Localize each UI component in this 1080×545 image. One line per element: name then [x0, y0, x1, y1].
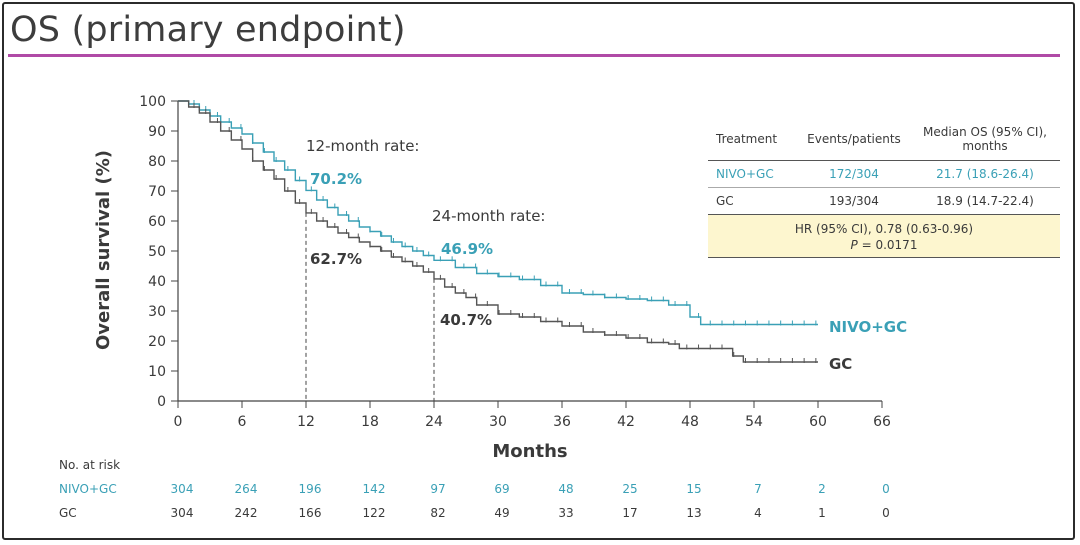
- p-label: P: [850, 238, 858, 252]
- x-tick-label: 6: [238, 414, 247, 430]
- table-row: GC 193/304 18.9 (14.7-22.4): [708, 188, 1060, 215]
- p-value-line: P = 0.0171: [708, 237, 1060, 253]
- cell-median-os: 21.7 (18.6-26.4): [936, 167, 1034, 181]
- risk-cell: 17: [622, 506, 638, 520]
- km-curve-nivo: [178, 100, 818, 326]
- risk-cell: 82: [430, 506, 446, 520]
- series-label-gc: GC: [829, 355, 852, 373]
- y-tick-label: 20: [148, 334, 166, 350]
- risk-cell: 1: [818, 506, 826, 520]
- y-tick-label: 60: [148, 214, 166, 230]
- risk-cell: 0: [882, 506, 890, 520]
- risk-cell: 48: [558, 482, 574, 496]
- x-tick-label: 42: [617, 414, 635, 430]
- x-tick-label: 36: [553, 414, 571, 430]
- x-axis-title: Months: [492, 441, 567, 462]
- risk-cell: 4: [754, 506, 762, 520]
- y-tick-label: 80: [148, 154, 166, 170]
- y-tick-label: 40: [148, 274, 166, 290]
- y-tick-label: 10: [148, 364, 166, 380]
- annotation-12m-gc: 62.7%: [310, 250, 362, 268]
- annotation-24m-nivo: 46.9%: [441, 240, 493, 258]
- risk-cell: 49: [494, 506, 510, 520]
- y-tick-label: 50: [148, 244, 166, 260]
- x-tick-label: 18: [361, 414, 379, 430]
- results-table: Treatment Events/patients Median OS (95%…: [708, 118, 1060, 258]
- x-tick-label: 0: [174, 414, 183, 430]
- header-median-os: Median OS (95% CI), months: [923, 125, 1047, 153]
- risk-cell: 142: [362, 482, 386, 496]
- table-row: NIVO+GC 172/304 21.7 (18.6-26.4): [708, 161, 1060, 188]
- risk-cell: 25: [622, 482, 638, 496]
- risk-cell: 264: [234, 482, 258, 496]
- x-tick-label: 30: [489, 414, 507, 430]
- x-tick-label: 60: [809, 414, 827, 430]
- x-tick-label: 24: [425, 414, 443, 430]
- x-tick-label: 54: [745, 414, 763, 430]
- y-tick-label: 30: [148, 304, 166, 320]
- cell-treatment: GC: [716, 194, 734, 208]
- risk-cell: 304: [170, 506, 194, 520]
- page-title: OS (primary endpoint): [10, 10, 406, 50]
- risk-label-nivo: NIVO+GC: [59, 482, 117, 496]
- risk-cell: 166: [298, 506, 322, 520]
- table-header-row: Treatment Events/patients Median OS (95%…: [708, 118, 1060, 161]
- cell-treatment: NIVO+GC: [716, 167, 774, 181]
- series-label-nivo: NIVO+GC: [829, 318, 907, 336]
- risk-cell: 304: [170, 482, 194, 496]
- risk-table-title: No. at risk: [59, 458, 121, 472]
- annotation-12m-nivo: 70.2%: [310, 170, 362, 188]
- risk-cell: 7: [754, 482, 762, 496]
- risk-cell: 2: [818, 482, 826, 496]
- risk-cell: 69: [494, 482, 510, 496]
- annotation-12m-label: 12-month rate:: [306, 137, 419, 155]
- y-tick-label: 0: [157, 394, 166, 410]
- p-value: = 0.0171: [857, 238, 918, 252]
- x-tick-label: 66: [873, 414, 891, 430]
- risk-cell: 0: [882, 482, 890, 496]
- y-axis-title: Overall survival (%): [93, 150, 114, 350]
- risk-cell: 122: [362, 506, 386, 520]
- title-divider: [8, 54, 1060, 57]
- y-tick-label: 70: [148, 184, 166, 200]
- cell-median-os: 18.9 (14.7-22.4): [936, 194, 1034, 208]
- y-tick-label: 100: [139, 94, 166, 110]
- header-events: Events/patients: [807, 132, 901, 146]
- hazard-ratio-box: HR (95% CI), 0.78 (0.63-0.96) P = 0.0171: [708, 215, 1060, 258]
- cell-events: 172/304: [829, 167, 879, 181]
- x-tick-label: 48: [681, 414, 699, 430]
- header-treatment: Treatment: [716, 132, 778, 146]
- risk-cell: 196: [298, 482, 322, 496]
- risk-cell: 242: [234, 506, 258, 520]
- hazard-ratio-text: HR (95% CI), 0.78 (0.63-0.96): [794, 222, 974, 236]
- annotation-24m-gc: 40.7%: [440, 311, 492, 329]
- risk-cell: 15: [686, 482, 702, 496]
- x-tick-label: 12: [297, 414, 315, 430]
- risk-cell: 97: [430, 482, 446, 496]
- annotation-24m-label: 24-month rate:: [432, 207, 545, 225]
- y-tick-label: 90: [148, 124, 166, 140]
- cell-events: 193/304: [829, 194, 879, 208]
- risk-cell: 13: [686, 506, 702, 520]
- risk-label-gc: GC: [59, 506, 77, 520]
- risk-cell: 33: [558, 506, 574, 520]
